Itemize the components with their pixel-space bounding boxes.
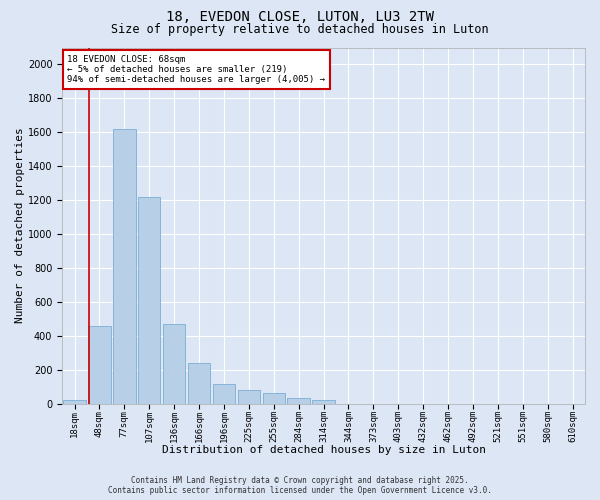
Bar	[113, 129, 136, 404]
Bar	[263, 392, 285, 404]
Bar	[163, 324, 185, 404]
Bar	[188, 363, 210, 404]
Bar	[238, 390, 260, 404]
Bar	[287, 398, 310, 404]
Bar	[64, 400, 86, 404]
Bar	[88, 326, 110, 404]
Bar	[213, 384, 235, 404]
Y-axis label: Number of detached properties: Number of detached properties	[15, 128, 25, 324]
Text: 18 EVEDON CLOSE: 68sqm
← 5% of detached houses are smaller (219)
94% of semi-det: 18 EVEDON CLOSE: 68sqm ← 5% of detached …	[67, 54, 325, 84]
Text: Contains HM Land Registry data © Crown copyright and database right 2025.
Contai: Contains HM Land Registry data © Crown c…	[108, 476, 492, 495]
Text: Size of property relative to detached houses in Luton: Size of property relative to detached ho…	[111, 22, 489, 36]
Bar	[138, 197, 160, 404]
Bar	[313, 400, 335, 404]
X-axis label: Distribution of detached houses by size in Luton: Distribution of detached houses by size …	[161, 445, 485, 455]
Text: 18, EVEDON CLOSE, LUTON, LU3 2TW: 18, EVEDON CLOSE, LUTON, LU3 2TW	[166, 10, 434, 24]
